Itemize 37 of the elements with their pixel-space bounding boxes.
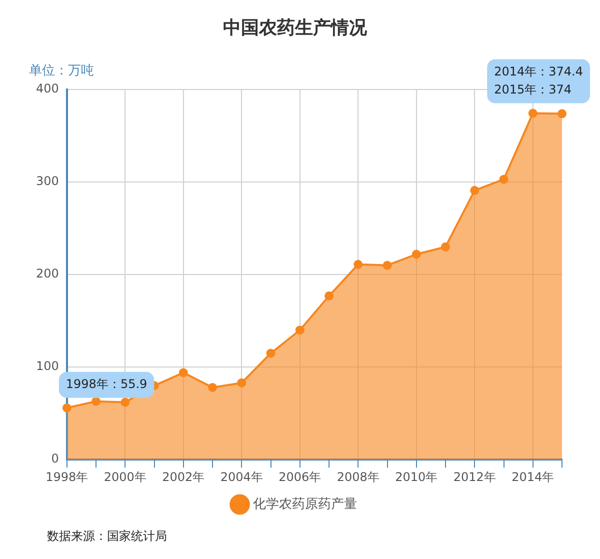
point: [354, 260, 363, 269]
x-tick-label: 2008年: [336, 470, 380, 484]
x-tick-label: 2012年: [453, 470, 496, 484]
source-note: 数据来源：国家统计局: [46, 529, 167, 544]
annotation: 1998年：55.9: [66, 377, 148, 392]
x-tick-label: 2004年: [220, 470, 263, 484]
point: [499, 174, 508, 184]
point: [324, 291, 334, 300]
point: [382, 260, 392, 270]
x-tick-label: 2000年: [104, 470, 146, 484]
point: [558, 109, 566, 118]
legend-label: 化学农药原药产量: [252, 496, 357, 512]
y-axis-title: 单位：万吨: [28, 63, 94, 78]
x-tick-label: 1998年: [46, 470, 88, 484]
point: [412, 250, 421, 259]
x-tick-label: 2014年: [512, 470, 554, 484]
annotation: 2014年：374.4 2015年：374: [494, 64, 584, 96]
x-tick-label: 2006年: [278, 470, 322, 484]
point: [120, 398, 130, 407]
point: [441, 242, 450, 252]
point: [470, 186, 480, 195]
point: [528, 108, 538, 118]
x-tick-label: 2010年: [395, 470, 438, 484]
chart-title: 中国农药生产情况: [223, 17, 368, 38]
y-tick-label: 400: [36, 82, 59, 96]
point: [266, 348, 276, 358]
point: [237, 378, 246, 388]
x-tick-label: 2002年: [162, 470, 205, 484]
point: [178, 368, 188, 378]
point: [208, 382, 218, 392]
y-tick-label: 200: [36, 266, 59, 281]
y-tick-label: 300: [36, 174, 59, 188]
point: [92, 396, 101, 406]
y-tick-label: 100: [36, 359, 59, 374]
y-tick-label: 0: [51, 452, 59, 466]
point: [62, 403, 72, 412]
point: [295, 326, 304, 335]
